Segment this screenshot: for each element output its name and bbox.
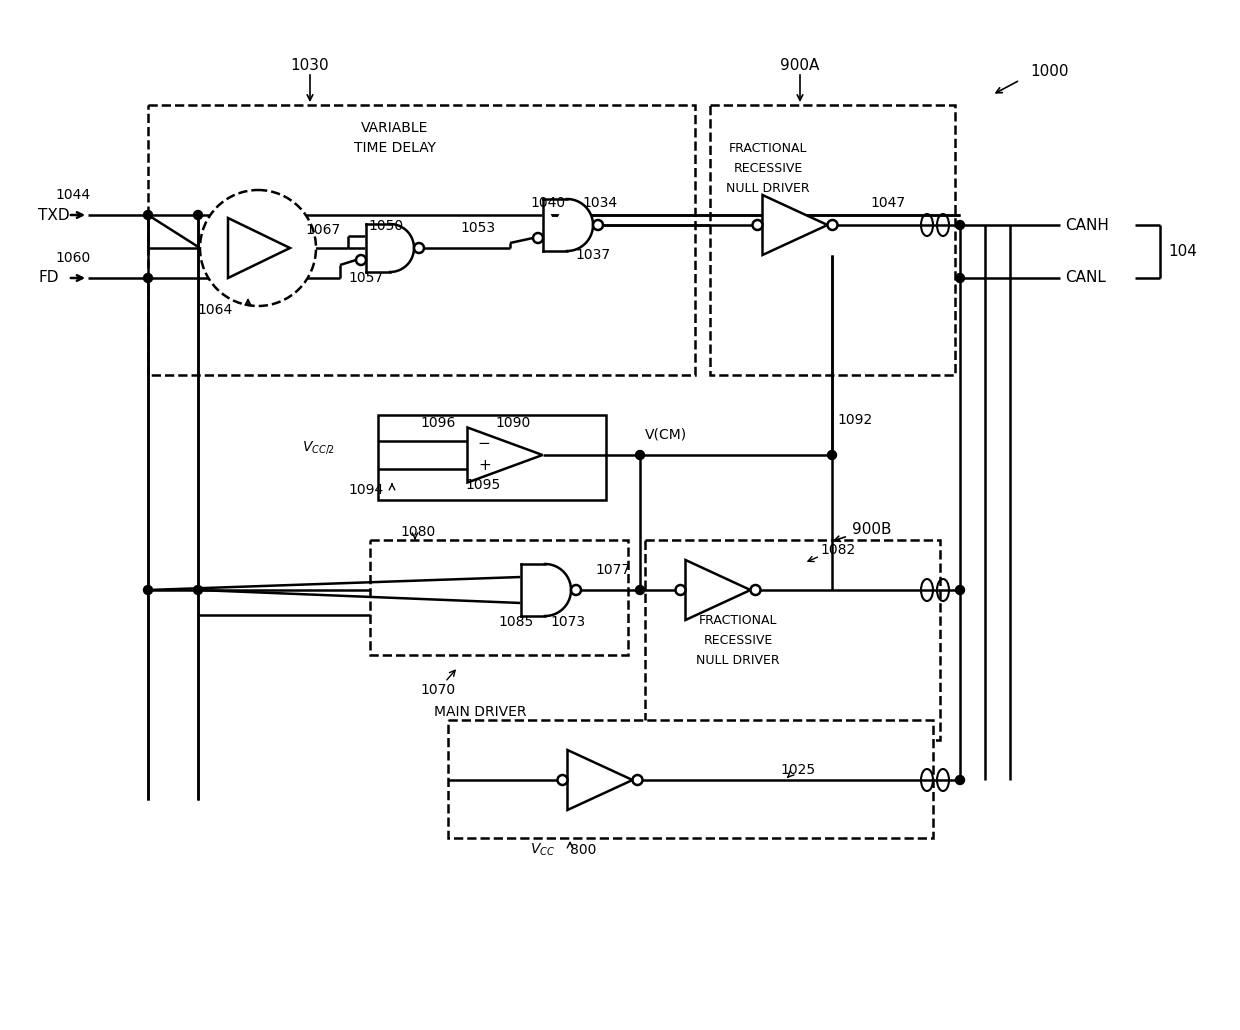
Polygon shape — [543, 199, 593, 251]
Polygon shape — [228, 218, 290, 278]
Text: $V_{CC/2}$: $V_{CC/2}$ — [301, 439, 335, 455]
Text: 1047: 1047 — [870, 196, 905, 210]
Circle shape — [632, 775, 642, 785]
Text: 1095: 1095 — [465, 478, 500, 492]
Circle shape — [750, 585, 760, 595]
Circle shape — [356, 255, 366, 265]
Text: −: − — [477, 437, 491, 451]
Bar — [378, 415, 606, 500]
Text: 1064: 1064 — [197, 303, 233, 317]
Circle shape — [593, 220, 603, 230]
Text: 1000: 1000 — [1030, 65, 1069, 79]
Bar — [711, 105, 955, 375]
Polygon shape — [568, 750, 632, 810]
Circle shape — [827, 220, 837, 230]
Circle shape — [570, 585, 582, 595]
Text: FRACTIONAL: FRACTIONAL — [729, 141, 807, 154]
Circle shape — [144, 585, 153, 594]
Text: TXD: TXD — [38, 207, 69, 222]
Text: TIME DELAY: TIME DELAY — [353, 141, 436, 154]
Text: MAIN DRIVER: MAIN DRIVER — [434, 705, 526, 719]
Text: 1044: 1044 — [55, 188, 91, 202]
Text: 1067: 1067 — [305, 224, 340, 237]
Text: FD: FD — [38, 271, 58, 285]
Text: 1050: 1050 — [368, 219, 403, 233]
Polygon shape — [763, 195, 827, 255]
Circle shape — [414, 243, 424, 253]
Circle shape — [144, 274, 153, 282]
Text: +: + — [477, 458, 491, 474]
Text: 1053: 1053 — [460, 221, 495, 235]
Bar — [645, 540, 940, 740]
Polygon shape — [366, 224, 414, 272]
Text: 1080: 1080 — [401, 525, 435, 539]
Bar — [448, 720, 932, 838]
Bar — [370, 540, 627, 655]
Text: 1034: 1034 — [582, 196, 618, 210]
Text: 1094: 1094 — [348, 483, 383, 497]
Text: 900B: 900B — [852, 522, 892, 538]
Text: NULL DRIVER: NULL DRIVER — [696, 653, 780, 666]
Circle shape — [956, 585, 965, 594]
Text: VARIABLE: VARIABLE — [361, 121, 429, 135]
Circle shape — [533, 233, 543, 243]
Text: 1092: 1092 — [837, 413, 872, 427]
Text: 1090: 1090 — [495, 416, 531, 430]
Text: RECESSIVE: RECESSIVE — [733, 162, 802, 174]
Circle shape — [956, 776, 965, 785]
Circle shape — [635, 450, 645, 459]
Circle shape — [144, 210, 153, 219]
Text: 1025: 1025 — [780, 763, 815, 777]
Circle shape — [753, 220, 763, 230]
Circle shape — [956, 220, 965, 230]
Text: 900A: 900A — [780, 58, 820, 72]
Text: RECESSIVE: RECESSIVE — [703, 633, 773, 647]
Text: 800: 800 — [570, 843, 596, 857]
Text: V(CM): V(CM) — [645, 428, 687, 442]
Text: FRACTIONAL: FRACTIONAL — [699, 614, 777, 626]
Circle shape — [193, 585, 202, 594]
Text: CANL: CANL — [1065, 271, 1106, 285]
Polygon shape — [467, 427, 543, 482]
Text: NULL DRIVER: NULL DRIVER — [727, 181, 810, 195]
Bar — [148, 105, 694, 375]
Polygon shape — [521, 564, 570, 616]
Text: 104: 104 — [1168, 243, 1197, 259]
Text: 1040: 1040 — [529, 196, 565, 210]
Text: 1082: 1082 — [820, 543, 856, 557]
Circle shape — [827, 450, 837, 459]
Circle shape — [193, 210, 202, 219]
Text: 1037: 1037 — [575, 248, 610, 262]
Text: 1057: 1057 — [348, 271, 383, 285]
Polygon shape — [686, 560, 750, 620]
Circle shape — [200, 190, 316, 306]
Text: $V_{CC}$: $V_{CC}$ — [529, 842, 556, 858]
Text: 1096: 1096 — [420, 416, 455, 430]
Circle shape — [956, 274, 965, 282]
Text: 1085: 1085 — [498, 615, 533, 629]
Text: 1030: 1030 — [290, 58, 330, 72]
Circle shape — [558, 775, 568, 785]
Text: 1070: 1070 — [420, 683, 455, 697]
Circle shape — [676, 585, 686, 595]
Text: 1077: 1077 — [595, 563, 630, 577]
Circle shape — [635, 585, 645, 594]
Text: 1073: 1073 — [551, 615, 585, 629]
Text: 1060: 1060 — [55, 251, 91, 265]
Text: CANH: CANH — [1065, 217, 1109, 233]
